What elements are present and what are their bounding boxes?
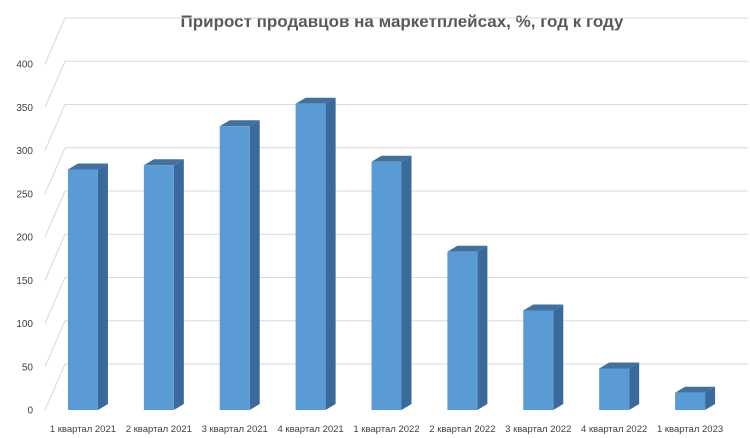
bar-side [401, 155, 412, 410]
x-category-label: 2 квартал 2021 [126, 424, 192, 435]
gridline [44, 147, 748, 194]
x-category-label: 3 квартал 2021 [202, 424, 268, 435]
x-axis-categories: 1 квартал 2021 2 квартал 2021 3 квартал 20… [50, 424, 723, 435]
bar-top [67, 163, 108, 170]
bar-front [219, 126, 250, 410]
bar [67, 163, 108, 410]
y-tick-label: 150 [16, 276, 33, 287]
bar [295, 97, 336, 410]
y-tick-label: 400 [16, 60, 33, 71]
chart-title: Прирост продавцов на маркетплейсах, %, г… [181, 12, 624, 31]
bar-front [371, 161, 402, 410]
x-category-label: 4 квартал 2021 [277, 424, 343, 435]
bar [599, 362, 640, 410]
x-category-label: 1 квартал 2021 [50, 424, 116, 435]
bar [447, 245, 488, 410]
y-tick-label: 250 [16, 189, 33, 200]
bar-front [143, 165, 174, 410]
bar-top [219, 120, 260, 127]
bar-front [447, 251, 478, 410]
bar-front [67, 169, 98, 410]
bar-front [599, 368, 630, 410]
bar-side [477, 245, 488, 410]
bar [371, 155, 412, 410]
bar-front [523, 310, 554, 410]
bar-top [675, 386, 716, 393]
gridline [44, 17, 748, 65]
y-tick-label: 50 [22, 362, 34, 373]
x-category-label: 1 квартал 2022 [353, 424, 419, 435]
bar-top [295, 97, 336, 104]
bar-top [523, 304, 564, 311]
bar-side [173, 159, 184, 410]
x-category-label: 1 квартал 2023 [657, 424, 723, 435]
y-tick-label: 350 [16, 103, 33, 114]
gridline [44, 363, 748, 411]
x-category-label: 4 квартал 2022 [581, 424, 647, 435]
bars [67, 97, 716, 410]
bar [219, 120, 260, 410]
gridline [44, 60, 748, 108]
y-tick-label: 200 [16, 233, 33, 244]
bar-front [295, 103, 326, 410]
bar-side [553, 304, 564, 410]
gridline [44, 233, 748, 281]
y-axis-ticks: 0 50 100 150 200 250 300 350 400 [16, 60, 33, 417]
bar-top [447, 245, 488, 252]
bar [675, 386, 716, 410]
bar-top [599, 362, 640, 369]
bar [523, 304, 564, 410]
y-tick-label: 300 [16, 146, 33, 157]
bar-side [629, 362, 640, 410]
bar-top [143, 159, 184, 166]
bar-top [371, 155, 412, 162]
bar-front [675, 392, 706, 410]
bar-side [325, 97, 336, 410]
bar-side [97, 163, 108, 410]
x-category-label: 3 квартал 2022 [505, 424, 571, 435]
gridline [44, 104, 748, 151]
x-category-label: 2 квартал 2022 [429, 424, 495, 435]
y-tick-label: 0 [27, 406, 33, 417]
y-tick-label: 100 [16, 319, 33, 330]
bar-side [249, 120, 260, 410]
gridline [44, 320, 748, 367]
gridline [44, 190, 748, 238]
bar-side [705, 386, 716, 410]
bar [143, 159, 184, 410]
gridlines [44, 17, 748, 411]
gridline [44, 277, 748, 324]
